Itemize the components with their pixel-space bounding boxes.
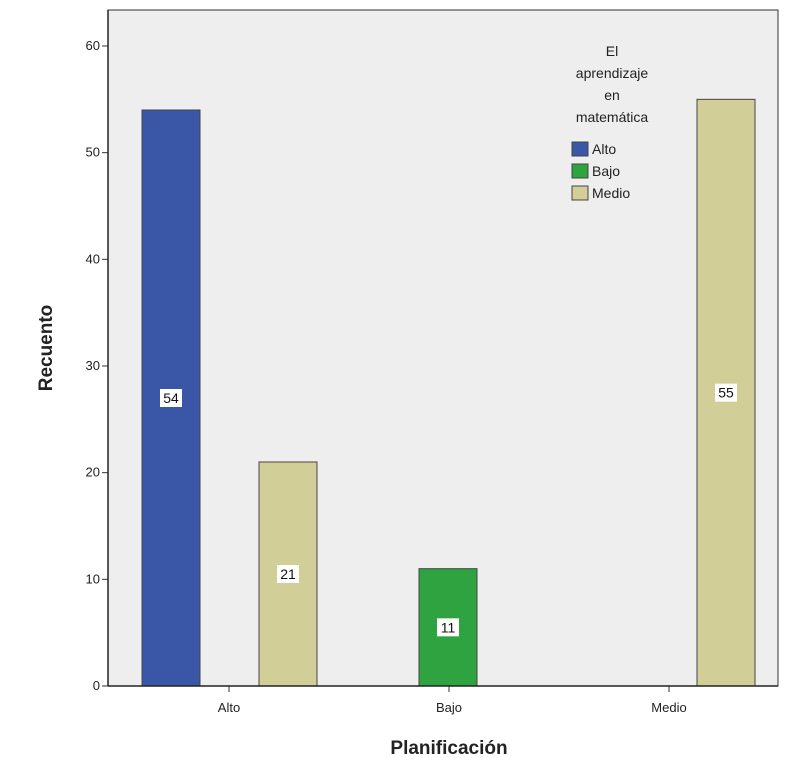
data-label: 54 <box>163 390 179 406</box>
legend-label-bajo: Bajo <box>592 163 620 179</box>
legend-title-line: matemática <box>576 109 649 125</box>
y-axis-title: Recuento <box>36 305 57 392</box>
data-label-box <box>277 565 299 583</box>
x-tick-label-alto: Alto <box>218 700 240 715</box>
legend: El aprendizaje en matemática Alto Bajo Medio <box>571 43 649 201</box>
x-tick-label-medio: Medio <box>651 700 686 715</box>
y-tick-label: 60 <box>86 38 100 53</box>
data-label: 11 <box>441 619 456 635</box>
data-label-box <box>160 389 182 407</box>
data-label: 21 <box>280 566 296 582</box>
legend-swatch-medio <box>571 185 589 201</box>
y-tick-label: 30 <box>86 358 100 373</box>
legend-label-medio: Medio <box>592 185 630 201</box>
legend-title-line: en <box>604 87 620 103</box>
legend-title-line: El <box>606 43 618 59</box>
data-label: 55 <box>718 385 734 401</box>
y-tick-label: 40 <box>86 251 100 266</box>
y-tick-label: 10 <box>86 571 100 586</box>
x-axis-title: Planificación <box>390 738 507 759</box>
data-label-box <box>715 383 737 402</box>
legend-swatch-bajo <box>571 163 589 179</box>
x-axis-ticks: Alto Bajo Medio <box>218 686 687 715</box>
legend-title-line: aprendizaje <box>576 65 649 81</box>
bars: 54 21 11 55 <box>141 98 756 687</box>
y-tick-label: 0 <box>93 678 100 693</box>
legend-swatch-alto <box>571 141 589 157</box>
legend-label-alto: Alto <box>592 141 616 157</box>
y-tick-label: 50 <box>86 145 100 160</box>
axes <box>107 10 778 687</box>
x-tick-label-bajo: Bajo <box>436 700 462 715</box>
y-axis-ticks: 0 10 20 30 40 50 60 <box>86 38 108 693</box>
data-label-box <box>437 618 459 637</box>
y-tick-label: 20 <box>86 465 100 480</box>
